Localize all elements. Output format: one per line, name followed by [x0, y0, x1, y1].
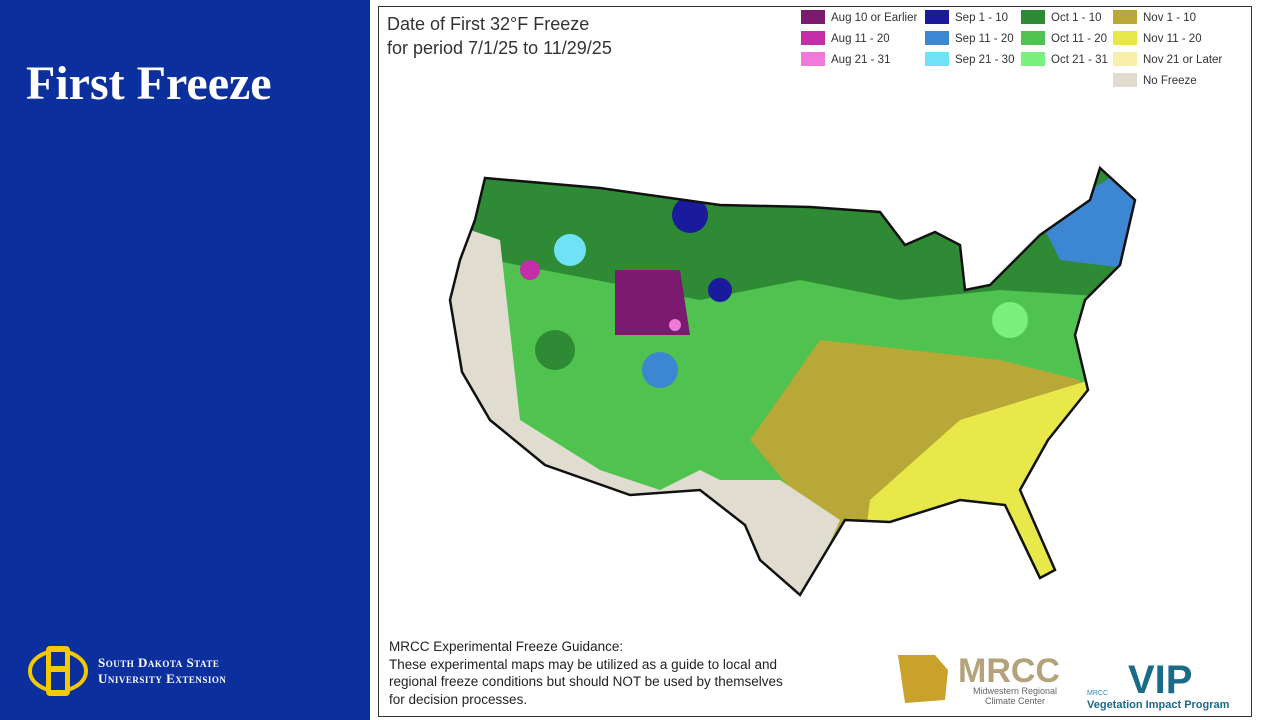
footnote-line: MRCC Experimental Freeze Guidance:	[389, 639, 624, 654]
legend-swatch	[1113, 52, 1137, 66]
mrcc-logo: MRCC Midwestern Regional Climate Center	[898, 652, 1060, 706]
legend-swatch	[1113, 73, 1137, 87]
legend-swatch	[925, 10, 949, 24]
sdsu-logo: South Dakota State University Extension	[28, 640, 226, 702]
logo-line: South Dakota State	[98, 655, 220, 670]
legend-label: Nov 21 or Later	[1143, 54, 1222, 66]
sdsu-mark	[28, 646, 88, 696]
legend-label: Aug 11 - 20	[831, 33, 890, 45]
legend-swatch	[1021, 31, 1045, 45]
legend-swatch	[925, 52, 949, 66]
mrcc-line: Climate Center	[985, 696, 1045, 706]
legend-label: Sep 11 - 20	[955, 33, 1014, 45]
footnote: MRCC Experimental Freeze Guidance: These…	[389, 638, 783, 708]
legend-swatch	[801, 52, 825, 66]
side-panel: First Freeze South Dakota State Universit…	[0, 0, 370, 720]
legend-label: No Freeze	[1143, 75, 1197, 87]
legend-label: Oct 11 - 20	[1051, 33, 1107, 45]
footnote-line: regional freeze conditions but should NO…	[389, 674, 783, 689]
legend-label: Oct 1 - 10	[1051, 12, 1102, 24]
legend-swatch	[1021, 52, 1045, 66]
map-title: Date of First 32°F Freeze	[387, 14, 589, 34]
legend-swatch	[801, 31, 825, 45]
legend: Aug 10 or Earlier Aug 11 - 20 Aug 21 - 31 S…	[801, 10, 1222, 87]
legend-label: Sep 1 - 10	[955, 12, 1008, 24]
legend-label: Aug 10 or Earlier	[831, 12, 917, 24]
legend-swatch	[925, 31, 949, 45]
legend-label: Nov 1 - 10	[1143, 12, 1196, 24]
slide-title: First Freeze	[26, 57, 272, 110]
legend-label: Sep 21 - 30	[955, 54, 1014, 66]
legend-swatch	[1021, 10, 1045, 24]
vip-logo: VIP MRCC Vegetation Impact Program	[1087, 658, 1230, 711]
map-frame	[378, 6, 1252, 717]
map-subtitle: for period 7/1/25 to 11/29/25	[387, 38, 612, 58]
mrcc-line: Midwestern Regional	[973, 686, 1057, 696]
legend-swatch	[1113, 10, 1137, 24]
footnote-line: These experimental maps may be utilized …	[389, 656, 777, 672]
vip-small: MRCC	[1087, 690, 1108, 697]
footnote-line: for decision processes.	[389, 691, 528, 707]
legend-label: Nov 11 - 20	[1143, 33, 1202, 45]
legend-swatch	[1113, 31, 1137, 45]
vip-name: VIP	[1128, 658, 1192, 702]
legend-swatch	[801, 10, 825, 24]
mrcc-name: MRCC	[958, 652, 1060, 690]
logo-line: University Extension	[98, 671, 227, 686]
legend-label: Oct 21 - 31	[1051, 54, 1108, 66]
vip-program: Vegetation Impact Program	[1087, 699, 1230, 711]
legend-label: Aug 21 - 31	[831, 54, 890, 66]
